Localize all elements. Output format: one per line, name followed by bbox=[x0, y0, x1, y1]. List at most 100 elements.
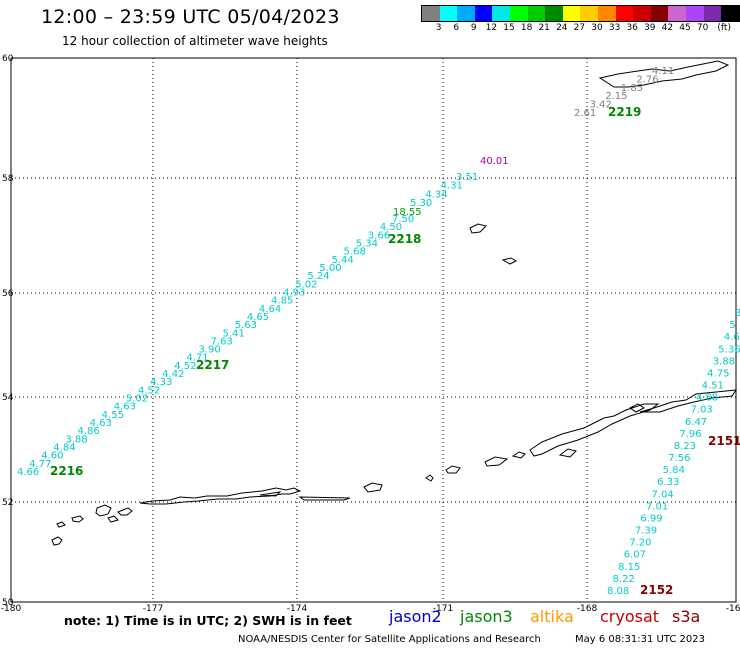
legend-tick-15: 70 bbox=[696, 23, 709, 33]
map-frame bbox=[10, 57, 737, 603]
t2216_2218-value-0: 4.66 bbox=[17, 467, 39, 478]
legend-swatch-13 bbox=[650, 6, 669, 21]
alaska-mainland bbox=[598, 60, 730, 88]
t2219-value-0: 2.61 bbox=[574, 108, 596, 119]
t2151_top-value-19: 7.20 bbox=[629, 538, 651, 549]
legend-swatch-0 bbox=[422, 6, 440, 21]
satellite-altika: altika bbox=[530, 607, 574, 626]
t2151_top-value-4: 3.88 bbox=[713, 356, 735, 367]
satellite-jason3: jason3 bbox=[460, 607, 513, 626]
t2216_2218-value-20: 4.64 bbox=[259, 304, 281, 315]
legend-swatch-1 bbox=[439, 6, 458, 21]
legend-ticks: 3 6 9 12 15 18 21 24 27 30 33 36 39 42 45 70 (ft) bbox=[421, 22, 740, 34]
t2219-value-1: 3.42 bbox=[590, 100, 612, 111]
legend-tick-5: 18 bbox=[520, 23, 533, 33]
t2216_2218-value-5: 4.86 bbox=[77, 426, 99, 437]
t2218_top-value-0: 5.30 bbox=[410, 198, 432, 209]
t2151_top-value-1: 5 bbox=[729, 320, 735, 331]
t2151_top-value-22: 8.22 bbox=[613, 574, 635, 585]
t_purple-value-0: 40.01 bbox=[480, 156, 509, 167]
t2151_top-value-15: 7.04 bbox=[652, 489, 674, 500]
t2151_top-value-20: 6.07 bbox=[624, 550, 646, 561]
lat-label-5: 50 bbox=[2, 598, 14, 608]
t2216_2218-value-4: 3.88 bbox=[65, 434, 87, 445]
legend-tick-13: 42 bbox=[661, 23, 674, 33]
lon-label-3: -171 bbox=[433, 604, 453, 614]
credit-line: NOAA/NESDIS Center for Satellite Applica… bbox=[238, 634, 541, 645]
t2218_top-value-3: 3.51 bbox=[456, 172, 478, 183]
island-chain-central bbox=[139, 487, 351, 505]
t2216_2218-value-9: 5.02 bbox=[126, 394, 148, 405]
legend-swatch-15 bbox=[685, 6, 704, 21]
t2151_top-value-18: 7.39 bbox=[635, 526, 657, 537]
t2151_top-value-17: 6.99 bbox=[640, 513, 662, 524]
altimeter-tracks: 4.664.774.604.843.884.864.634.554.635.02… bbox=[17, 66, 740, 597]
legend-tick-4: 15 bbox=[503, 23, 515, 33]
t2216_2218-value-25: 5.00 bbox=[319, 263, 341, 274]
legend-swatch-4 bbox=[492, 6, 510, 21]
legend-swatch-14 bbox=[668, 6, 686, 21]
lon-label-2: -174 bbox=[287, 604, 308, 614]
legend-swatch-2 bbox=[457, 6, 475, 21]
t2216_2218-value-28: 5.34 bbox=[356, 238, 378, 249]
t2216_2218-value-21: 4.85 bbox=[271, 296, 293, 307]
t2151_top-value-23: 8.08 bbox=[607, 586, 629, 597]
t2151_top-value-3: 5.36 bbox=[718, 344, 740, 355]
lon-label-0: -180 bbox=[1, 604, 22, 614]
t2218_top-value-2: 4.31 bbox=[441, 181, 463, 192]
axis-labels: 60 58 56 54 52 50-180 -177 -174 -171 -168 -165 bbox=[1, 54, 740, 614]
legend-swatch-12 bbox=[633, 6, 651, 21]
legend-swatch-7 bbox=[545, 6, 563, 21]
t2216_2218-value-1: 4.77 bbox=[29, 459, 51, 470]
page-title: 12:00 – 23:59 UTC 05/04/2023 bbox=[41, 6, 340, 28]
t2216_2218-value-31: 7.50 bbox=[392, 214, 414, 225]
page-subtitle: 12 hour collection of altimeter wave hei… bbox=[62, 34, 328, 48]
legend-swatch-8 bbox=[562, 6, 581, 21]
lat-label-1: 58 bbox=[2, 174, 14, 184]
lon-label-1: -177 bbox=[143, 604, 163, 614]
legend-swatch-6 bbox=[527, 6, 546, 21]
legend-tick-12: 39 bbox=[644, 23, 656, 33]
t2216_2218-value-3: 4.84 bbox=[53, 443, 75, 454]
island-mid-b bbox=[425, 451, 526, 482]
alaska-peninsula bbox=[639, 389, 738, 413]
t2216_2218-value-12: 4.42 bbox=[162, 369, 184, 380]
t2216_2218-value-14: 4.71 bbox=[186, 353, 208, 364]
legend-swatch-17 bbox=[721, 6, 739, 21]
t2216_2218-value-13: 4.52 bbox=[174, 361, 196, 372]
t2216_2218-value-10: 4.52 bbox=[138, 385, 160, 396]
t2216_2218-value-18: 5.63 bbox=[235, 320, 257, 331]
pribilof-islands bbox=[469, 223, 518, 265]
satellite-jason2: jason2 bbox=[389, 607, 442, 626]
t2151_top-value-16: 7.01 bbox=[646, 501, 668, 512]
legend-swatch-9 bbox=[580, 6, 598, 21]
fox-islands bbox=[529, 403, 660, 458]
t2216_2218-value-30: 4.50 bbox=[380, 222, 402, 233]
legend-tick-14: 45 bbox=[679, 23, 691, 33]
t2216_2218-value-27: 5.68 bbox=[344, 247, 366, 258]
legend-tick-10: 33 bbox=[608, 23, 621, 33]
legend-tick-8: 27 bbox=[573, 23, 586, 33]
t2151_top-value-8: 7.03 bbox=[690, 405, 712, 416]
t2151_top-value-7: 4.88 bbox=[696, 393, 718, 404]
t2218_gr-value-0: 18.55 bbox=[393, 207, 422, 218]
t2219-value-5: 4.11 bbox=[652, 66, 674, 77]
legend-tick-11: 36 bbox=[626, 23, 638, 33]
t2216_2218-value-15: 3.90 bbox=[198, 345, 220, 356]
satellite-cryosat: cryosat bbox=[600, 607, 660, 626]
pass-label-2219: 2219 bbox=[608, 105, 641, 119]
t2151_top-value-14: 6.33 bbox=[657, 477, 679, 488]
t2216_2218-value-8: 4.63 bbox=[114, 402, 136, 413]
lon-label-4: -168 bbox=[577, 604, 598, 614]
t2216_2218-value-6: 4.63 bbox=[90, 418, 112, 429]
legend-tick-0: 3 bbox=[435, 23, 442, 33]
pass-label-2216: 2216 bbox=[50, 464, 83, 478]
legend-swatch-16 bbox=[703, 6, 722, 21]
t2219-value-3: 1.85 bbox=[621, 83, 643, 94]
lon-label-5: -165 bbox=[726, 604, 740, 614]
lat-label-2: 56 bbox=[2, 289, 14, 299]
t2216_2218-value-19: 4.65 bbox=[247, 312, 269, 323]
t2216_2218-value-2: 4.60 bbox=[41, 451, 63, 462]
legend-swatches bbox=[421, 5, 740, 22]
graticule bbox=[11, 58, 736, 602]
